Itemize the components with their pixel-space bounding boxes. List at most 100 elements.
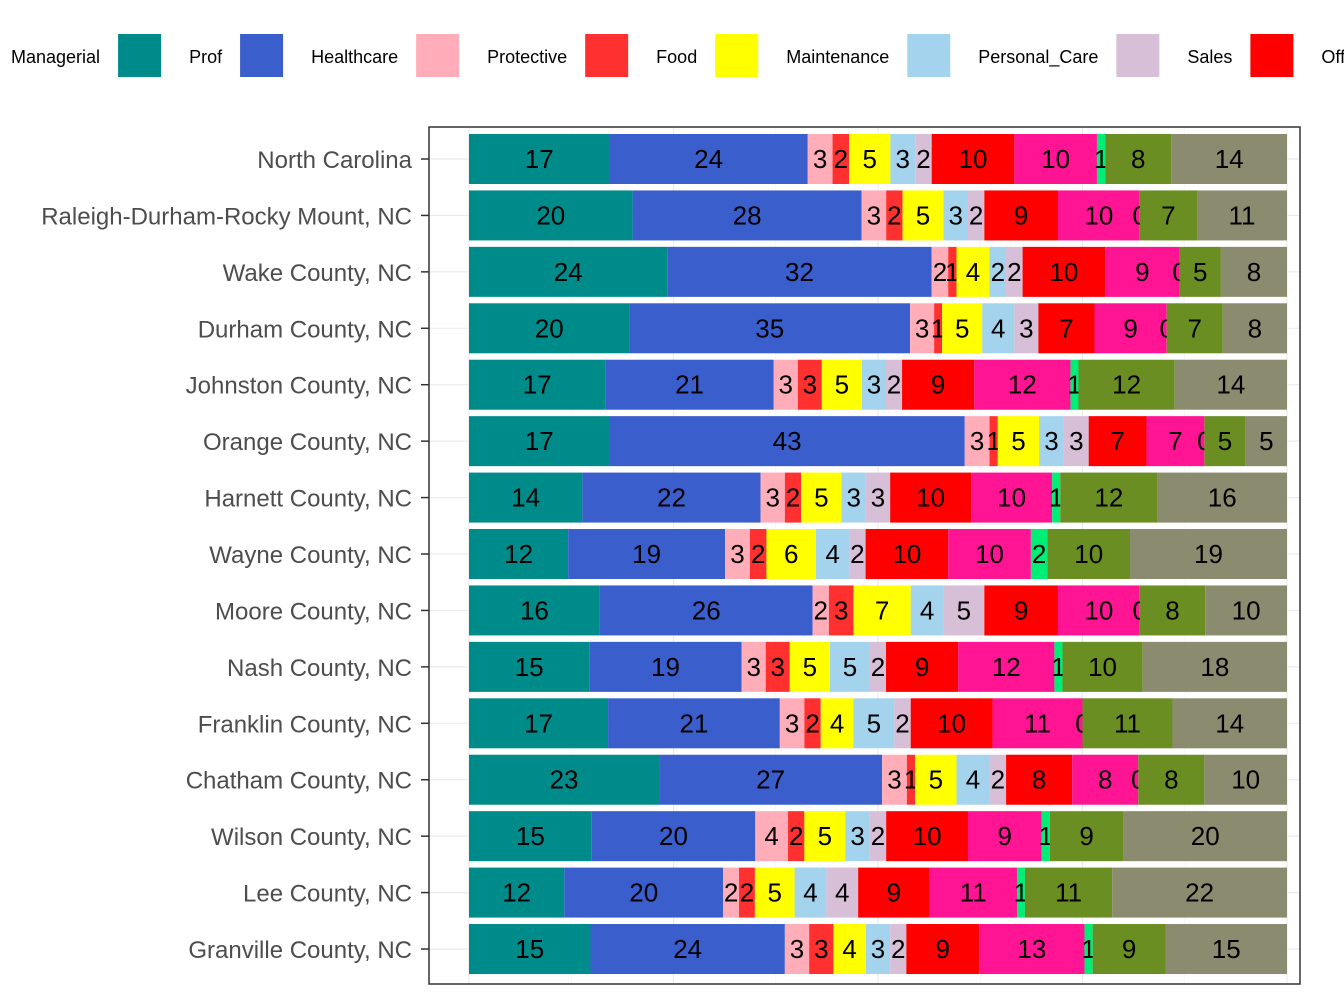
data-label: 23 xyxy=(550,765,579,795)
data-label: 3 xyxy=(771,652,785,682)
data-label: 24 xyxy=(554,257,583,287)
legend-item: Office xyxy=(1321,47,1344,67)
bar-row: 232731542880810 xyxy=(469,754,1287,805)
data-label: 18 xyxy=(1200,652,1229,682)
data-label: 2 xyxy=(895,708,909,738)
data-label: 20 xyxy=(535,313,564,343)
data-label: 4 xyxy=(825,539,839,569)
bar-segment xyxy=(948,246,957,297)
data-label: 2 xyxy=(1007,257,1021,287)
bar-segment xyxy=(890,134,916,184)
y-tick-label: North Carolina xyxy=(257,147,412,174)
data-label: 20 xyxy=(659,821,688,851)
data-label: 3 xyxy=(785,708,799,738)
bar-segment xyxy=(1171,134,1287,184)
bar-segment xyxy=(773,359,798,410)
bar-segment xyxy=(1139,190,1198,241)
data-label: 5 xyxy=(957,595,971,625)
bar-segment xyxy=(469,303,630,354)
bar-segment xyxy=(784,924,810,975)
data-label: 5 xyxy=(955,313,969,343)
legend-label: Maintenance xyxy=(786,47,889,67)
bar-segment xyxy=(948,529,1031,580)
bar-segment xyxy=(1014,303,1039,354)
data-label: 11 xyxy=(960,878,987,908)
bar-segment xyxy=(755,811,789,862)
data-label: 8 xyxy=(1248,313,1262,343)
data-label: 5 xyxy=(916,200,930,230)
bar-segment xyxy=(943,585,985,636)
data-label: 2 xyxy=(887,200,901,230)
data-label: 2 xyxy=(991,257,1005,287)
data-label: 5 xyxy=(1218,426,1232,456)
bar-segment xyxy=(1016,867,1025,918)
data-label: 15 xyxy=(1212,934,1241,964)
bar-row: 1626237459100810 xyxy=(469,585,1287,636)
y-tick-label: Raleigh-Durham-Rocky Mount, NC xyxy=(41,203,412,230)
bar-segment xyxy=(469,134,610,184)
y-tick-label: Orange County, NC xyxy=(203,429,412,456)
bar-segment xyxy=(1174,359,1287,410)
data-label: 3 xyxy=(871,934,885,964)
bar-segment xyxy=(589,641,742,692)
bar-segment xyxy=(902,190,944,241)
bar-segment xyxy=(469,641,590,692)
legend-label: Office xyxy=(1321,47,1344,67)
data-label: 1 xyxy=(1049,483,1063,513)
legend: Managerial Prof Healthcare Protective Food Ma… xyxy=(11,34,1344,77)
data-label: 1 xyxy=(1067,370,1081,400)
y-tick-label: Harnett County, NC xyxy=(204,486,412,513)
bar-segment xyxy=(997,416,1040,467)
data-label: 9 xyxy=(915,652,929,682)
data-label: 9 xyxy=(1014,595,1028,625)
y-tick-label: Chatham County, NC xyxy=(186,768,412,795)
bar-segment xyxy=(833,924,866,975)
data-label: 10 xyxy=(959,144,988,174)
bar-segment xyxy=(739,867,755,918)
legend-label: Prof xyxy=(189,47,223,67)
bar-segment xyxy=(609,416,965,467)
bar-segment xyxy=(882,754,907,805)
data-label: 5 xyxy=(768,878,782,908)
data-label: 3 xyxy=(867,370,881,400)
data-label: 17 xyxy=(523,370,552,400)
data-label: 6 xyxy=(784,539,798,569)
legend-swatch xyxy=(907,34,951,77)
y-axis: North Carolina Raleigh-Durham-Rocky Mount… xyxy=(41,147,429,964)
bar-segment xyxy=(974,359,1071,410)
bar-segment xyxy=(749,529,767,580)
data-label: 15 xyxy=(516,821,545,851)
bar-segment xyxy=(1157,472,1287,523)
data-label: 1 xyxy=(931,313,945,343)
data-label: 20 xyxy=(536,200,565,230)
data-label: 2 xyxy=(805,708,819,738)
y-tick-label: Wake County, NC xyxy=(223,260,412,287)
data-label: 3 xyxy=(896,144,910,174)
bar-segment xyxy=(1142,641,1287,692)
data-label: 8 xyxy=(1165,595,1179,625)
bar-segment xyxy=(853,698,895,749)
data-label: 4 xyxy=(803,878,817,908)
data-label: 3 xyxy=(970,426,984,456)
legend-swatch xyxy=(1116,34,1160,77)
legend-item: Personal_Care xyxy=(978,34,1160,77)
data-label: 3 xyxy=(948,200,962,230)
bar-segment xyxy=(754,867,795,918)
data-label: 5 xyxy=(843,652,857,682)
bar-segment xyxy=(886,811,968,862)
data-label: 14 xyxy=(1215,144,1244,174)
data-label: 7 xyxy=(1161,200,1175,230)
data-label: 5 xyxy=(835,370,849,400)
bar-segment xyxy=(1130,529,1287,580)
bar-segment xyxy=(765,641,790,692)
data-label: 2 xyxy=(871,652,885,682)
bar-segment xyxy=(869,641,887,692)
legend-item: Prof xyxy=(189,34,284,77)
bar-row: 12 20 2 2 5 4 4 9 11 1 11 22 xyxy=(469,867,1287,918)
bar-segment xyxy=(564,867,724,918)
bar-segment xyxy=(1063,416,1089,467)
bar-segment xyxy=(1022,246,1106,297)
bar-row: 15 20 4 2 5 3 2 10 9 1 9 20 xyxy=(469,811,1287,862)
bar-segment xyxy=(861,359,887,410)
bar-segment xyxy=(469,698,609,749)
